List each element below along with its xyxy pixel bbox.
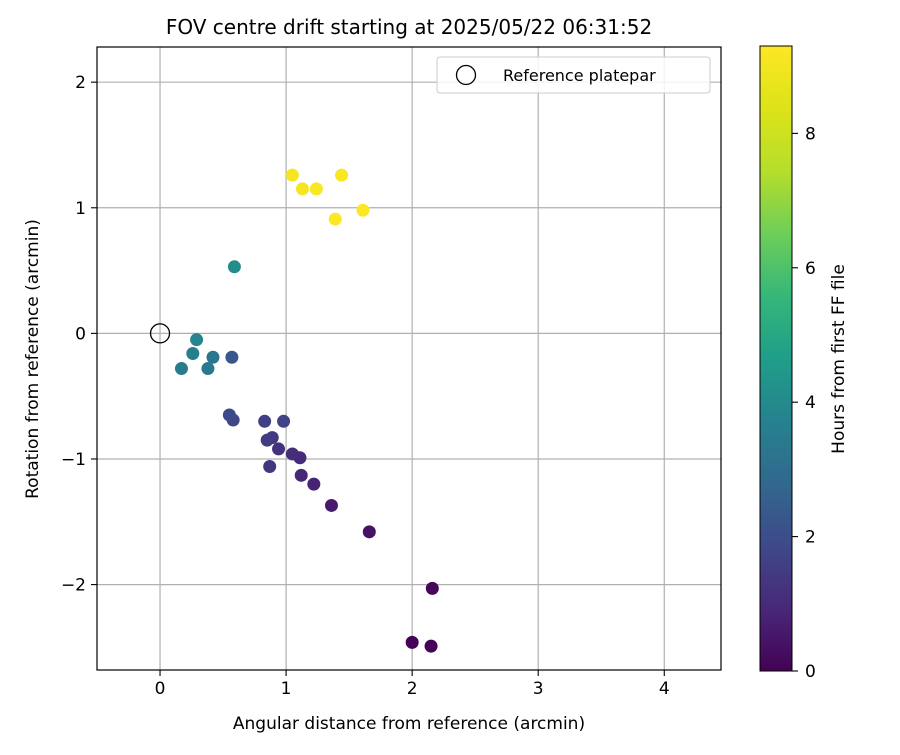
data-point (294, 468, 308, 482)
data-point (425, 581, 439, 595)
colorbar-tick-label: 4 (805, 393, 816, 413)
data-point (174, 362, 188, 376)
legend-box (436, 56, 711, 94)
y-tick-label: 1 (75, 199, 86, 219)
grid-lines (97, 47, 721, 670)
colorbar-tick-label: 8 (805, 124, 816, 144)
data-point (272, 442, 286, 456)
plot-frame (96, 46, 722, 671)
data-point (309, 182, 323, 196)
data-point (225, 350, 239, 364)
y-tick-label: 2 (75, 73, 86, 93)
y-tick-label: 0 (75, 324, 86, 344)
data-point (328, 212, 342, 226)
data-point (405, 635, 419, 649)
data-point (424, 639, 438, 653)
legend: Reference platepar (436, 56, 711, 94)
colorbar-ticks: 0 2 4 6 8 (792, 124, 816, 682)
y-tick-label: −2 (61, 576, 86, 596)
data-point (335, 168, 349, 182)
data-point (263, 460, 277, 474)
x-axis-ticks: 0 1 2 3 4 (155, 670, 670, 699)
data-point (307, 477, 321, 491)
data-point (227, 260, 241, 274)
data-point (285, 447, 299, 461)
reference-platepar-marker (149, 323, 171, 344)
data-point (186, 346, 200, 360)
colorbar-tick-label: 6 (805, 259, 816, 279)
data-point (362, 525, 376, 539)
x-axis-label: Angular distance from reference (arcmin) (233, 714, 585, 734)
data-point (285, 168, 299, 182)
data-point (206, 350, 220, 364)
plot-area (97, 47, 721, 670)
y-axis-label: Rotation from reference (arcmin) (23, 219, 43, 499)
data-point (295, 182, 309, 196)
reference-layer (149, 323, 171, 344)
legend-label-reference: Reference platepar (503, 66, 656, 85)
x-tick-label: 4 (659, 679, 670, 699)
data-point (260, 433, 274, 447)
y-axis-ticks: 2 1 0 −1 −2 (61, 73, 97, 596)
colorbar-gradient (760, 46, 792, 671)
colorbar-frame (759, 45, 793, 672)
data-point (277, 414, 291, 428)
data-points (174, 168, 439, 653)
data-point (258, 414, 272, 428)
legend-marker-reference (455, 64, 477, 86)
data-point (324, 498, 338, 512)
colorbar-label: Hours from first FF file (829, 264, 849, 454)
y-tick-label: −1 (61, 450, 86, 470)
x-tick-label: 2 (407, 679, 418, 699)
data-point (190, 333, 204, 347)
data-point (201, 362, 215, 376)
x-tick-label: 0 (155, 679, 166, 699)
data-point (222, 408, 236, 422)
colorbar: 0 2 4 6 8 Hours from first FF file (759, 45, 849, 682)
colorbar-tick-label: 0 (805, 662, 816, 682)
x-tick-label: 1 (281, 679, 292, 699)
chart-title: FOV centre drift starting at 2025/05/22 … (166, 15, 652, 39)
data-point (356, 203, 370, 217)
x-tick-label: 3 (533, 679, 544, 699)
colorbar-tick-label: 2 (805, 528, 816, 548)
